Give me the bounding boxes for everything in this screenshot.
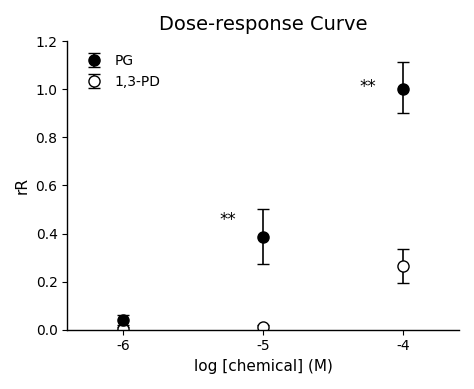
Legend: PG, 1,3-PD: PG, 1,3-PD	[74, 48, 166, 94]
Y-axis label: rR: rR	[15, 177, 30, 194]
Text: **: **	[220, 211, 237, 229]
Title: Dose-response Curve: Dose-response Curve	[159, 15, 367, 34]
X-axis label: log [chemical] (M): log [chemical] (M)	[194, 359, 333, 374]
Text: **: **	[360, 79, 376, 96]
